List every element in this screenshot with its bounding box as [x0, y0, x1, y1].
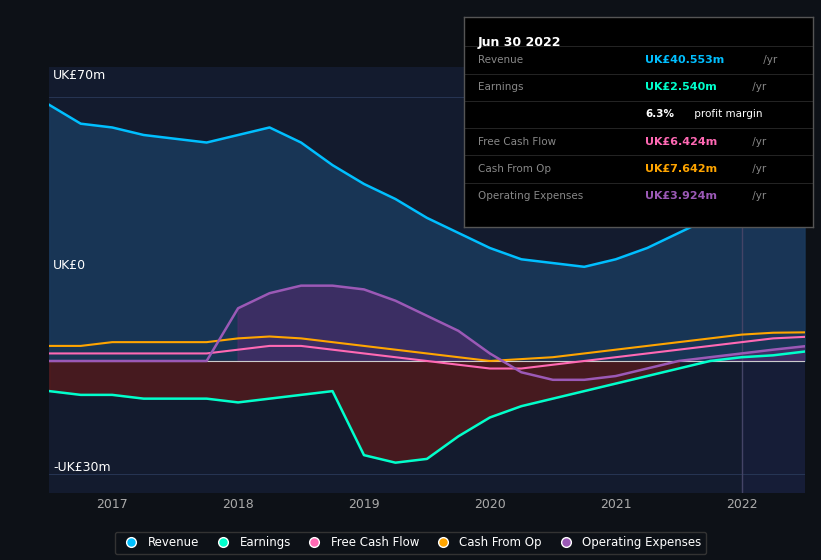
- Text: /yr: /yr: [760, 55, 777, 65]
- Text: 6.3%: 6.3%: [645, 109, 674, 119]
- Text: UK£0: UK£0: [53, 259, 86, 272]
- Text: /yr: /yr: [749, 82, 766, 92]
- Text: UK£70m: UK£70m: [53, 69, 106, 82]
- Text: UK£40.553m: UK£40.553m: [645, 55, 725, 65]
- Text: Revenue: Revenue: [478, 55, 523, 65]
- Text: profit margin: profit margin: [690, 109, 762, 119]
- Text: /yr: /yr: [749, 192, 766, 202]
- Text: UK£7.642m: UK£7.642m: [645, 164, 718, 174]
- Text: Cash From Op: Cash From Op: [478, 164, 551, 174]
- Text: /yr: /yr: [749, 137, 766, 147]
- Text: UK£6.424m: UK£6.424m: [645, 137, 718, 147]
- Text: Operating Expenses: Operating Expenses: [478, 192, 583, 202]
- Legend: Revenue, Earnings, Free Cash Flow, Cash From Op, Operating Expenses: Revenue, Earnings, Free Cash Flow, Cash …: [115, 531, 706, 554]
- Text: /yr: /yr: [749, 164, 766, 174]
- Text: UK£3.924m: UK£3.924m: [645, 192, 718, 202]
- Text: UK£2.540m: UK£2.540m: [645, 82, 717, 92]
- Text: Jun 30 2022: Jun 30 2022: [478, 36, 562, 49]
- Text: -UK£30m: -UK£30m: [53, 461, 111, 474]
- Bar: [741, 67, 805, 493]
- Text: Earnings: Earnings: [478, 82, 523, 92]
- Text: Free Cash Flow: Free Cash Flow: [478, 137, 556, 147]
